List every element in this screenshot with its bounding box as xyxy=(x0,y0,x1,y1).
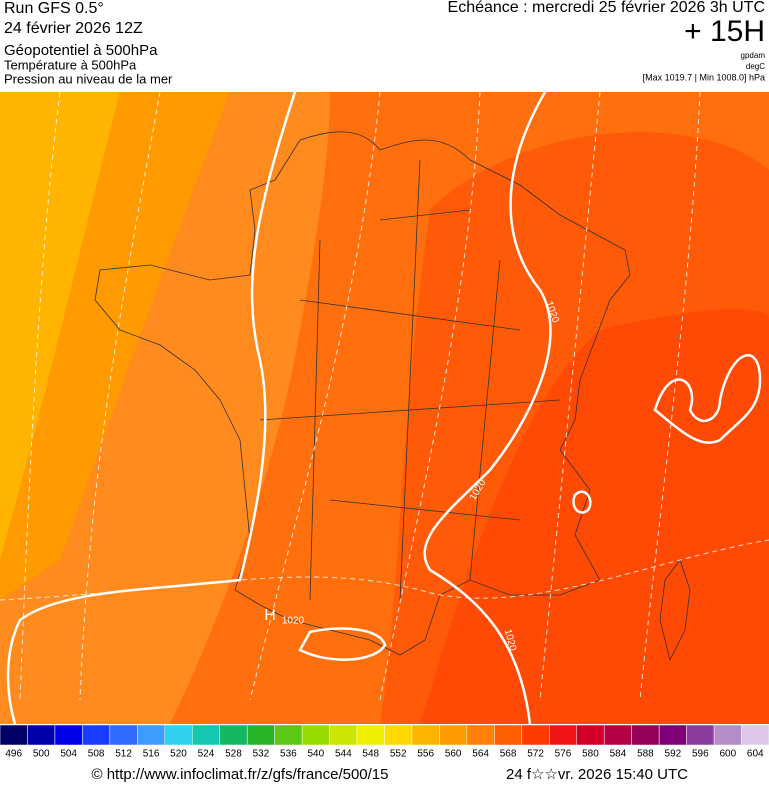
colorbar-cell xyxy=(219,724,248,746)
lead-time: + 15H xyxy=(684,15,765,48)
colorbar-label: 548 xyxy=(362,749,379,760)
colorbar-cell xyxy=(631,724,660,746)
colorbar-cell xyxy=(713,724,742,746)
colorbar-label: 584 xyxy=(610,749,627,760)
colorbar-cell xyxy=(686,724,715,746)
colorbar-label: 596 xyxy=(692,749,709,760)
colorbar-cell xyxy=(466,724,495,746)
colorbar-cell xyxy=(82,724,111,746)
colorbar-cell xyxy=(356,724,385,746)
field: Géopotentiel à 500hPa xyxy=(4,42,158,59)
colorbar-cell xyxy=(54,724,83,746)
colorbar-cell xyxy=(27,724,56,746)
colorbar-label: 568 xyxy=(500,749,517,760)
colorbar-cell xyxy=(301,724,330,746)
colorbar-cell xyxy=(0,724,28,746)
field: Température à 500hPa xyxy=(4,57,137,72)
colorbar-cell xyxy=(411,724,440,746)
colorbar-cell xyxy=(137,724,166,746)
run-date: 24 février 2026 12Z xyxy=(4,20,143,37)
footer-timestamp: 24 f☆☆vr. 2026 15:40 UTC xyxy=(506,766,688,783)
colorbar-cell xyxy=(603,724,632,746)
colorbar-cell xyxy=(741,724,769,746)
colorbar-cell xyxy=(164,724,193,746)
colorbar-label: 572 xyxy=(527,749,544,760)
colorbar-label: 604 xyxy=(747,749,764,760)
range: [Max 1019.7 | Min 1008.0] hPa xyxy=(643,72,765,82)
field: Pression au niveau de la mer xyxy=(4,71,173,86)
colorbar-label: 504 xyxy=(60,749,77,760)
colorbar-cell xyxy=(192,724,220,746)
colorbar-cell xyxy=(329,724,358,746)
colorbar-label: 588 xyxy=(637,749,654,760)
colorbar: 496 500 504 508 512 516 520 524 528 532 536 540 544 5… xyxy=(0,724,769,760)
colorbar-label: 532 xyxy=(253,749,270,760)
colorbar-label: 580 xyxy=(582,749,599,760)
colorbar-label: 508 xyxy=(88,749,105,760)
colorbar-cell xyxy=(246,724,275,746)
colorbar-label: 592 xyxy=(665,749,682,760)
unit: degC xyxy=(746,62,765,71)
colorbar-label: 552 xyxy=(390,749,407,760)
footer-url: © http://www.infoclimat.fr/z/gfs/france/… xyxy=(91,766,388,783)
colorbar-label: 520 xyxy=(170,749,187,760)
colorbar-cell xyxy=(439,724,468,746)
colorbar-label: 556 xyxy=(417,749,434,760)
isobar-label: 1020 xyxy=(282,616,305,627)
echeance: Echéance : mercredi 25 février 2026 3h U… xyxy=(448,0,765,16)
run: Run GFS 0.5° xyxy=(4,0,104,17)
colorbar-label: 528 xyxy=(225,749,242,760)
colorbar-label: 560 xyxy=(445,749,462,760)
colorbar-cell xyxy=(494,724,523,746)
colorbar-label: 564 xyxy=(472,749,489,760)
colorbar-cell xyxy=(576,724,605,746)
unit: gpdam xyxy=(741,51,766,60)
colorbar-label: 600 xyxy=(719,749,736,760)
colorbar-cell xyxy=(109,724,138,746)
colorbar-label: 524 xyxy=(198,749,215,760)
colorbar-cell xyxy=(384,724,413,746)
colorbar-cell xyxy=(274,724,303,746)
colorbar-label: 544 xyxy=(335,749,352,760)
colorbar-label: 540 xyxy=(307,749,324,760)
colorbar-label: 500 xyxy=(33,749,50,760)
colorbar-label: 516 xyxy=(143,749,160,760)
colorbar-label: 512 xyxy=(115,749,132,760)
colorbar-cell xyxy=(658,724,687,746)
colorbar-cell xyxy=(549,724,577,746)
colorbar-label: 576 xyxy=(555,749,572,760)
colorbar-label: 496 xyxy=(5,749,22,760)
colorbar-cell xyxy=(521,724,550,746)
high-label: H xyxy=(264,607,276,624)
colorbar-label: 536 xyxy=(280,749,297,760)
